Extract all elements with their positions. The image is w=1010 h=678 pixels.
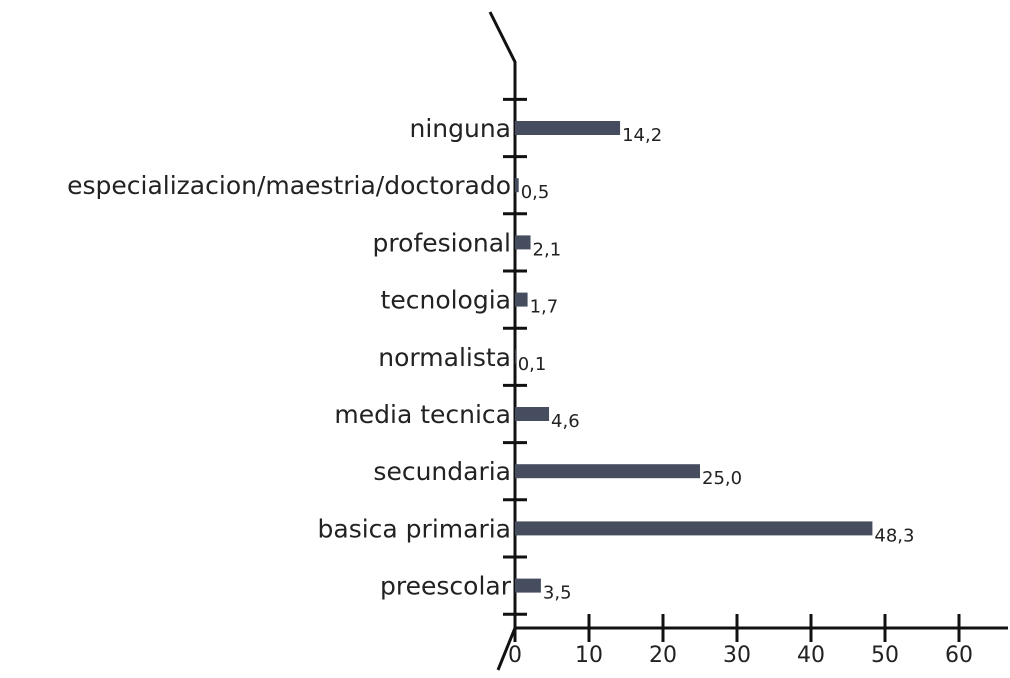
category-label: ninguna xyxy=(409,114,511,143)
value-label: 0,5 xyxy=(521,182,550,203)
x-tick-label: 60 xyxy=(945,643,973,668)
value-label: 48,3 xyxy=(874,525,914,546)
bar xyxy=(515,407,550,421)
y-axis-ticks xyxy=(503,97,527,616)
x-tick-label: 10 xyxy=(575,643,603,668)
bars xyxy=(515,121,873,593)
x-tick-label: 40 xyxy=(797,643,825,668)
bar xyxy=(515,521,873,536)
x-tick-label: 30 xyxy=(723,643,751,668)
value-label: 25,0 xyxy=(702,468,742,489)
y-axis-line xyxy=(488,11,517,671)
category-label: especializacion/maestria/doctorado xyxy=(67,171,511,200)
value-labels: 14,2 0,5 2,1 1,7 0,1 4,6 25,0 48,3 3,5 xyxy=(518,125,915,604)
x-tick-labels: 0 10 20 30 40 50 60 xyxy=(508,643,973,668)
value-label: 0,1 xyxy=(518,354,547,375)
bar xyxy=(515,178,519,193)
value-label: 3,5 xyxy=(543,583,572,604)
bar xyxy=(515,235,531,250)
value-label: 1,7 xyxy=(530,297,559,318)
bar xyxy=(515,121,621,135)
category-label: profesional xyxy=(373,228,511,257)
category-label: basica primaria xyxy=(318,514,511,543)
category-label: normalista xyxy=(378,343,511,372)
x-axis-ticks xyxy=(513,614,961,642)
value-label: 2,1 xyxy=(533,239,562,260)
bar xyxy=(515,292,528,307)
category-labels: ninguna especializacion/maestria/doctorad… xyxy=(67,114,512,601)
bar xyxy=(515,578,541,593)
category-label: secundaria xyxy=(373,457,511,486)
value-label: 4,6 xyxy=(551,411,580,432)
bar xyxy=(515,349,516,364)
x-tick-label: 50 xyxy=(871,643,899,668)
value-label: 14,2 xyxy=(622,125,662,146)
category-label: preescolar xyxy=(380,572,512,601)
x-tick-label: 20 xyxy=(649,643,677,668)
x-tick-label: 0 xyxy=(508,643,522,668)
category-label: tecnologia xyxy=(381,286,511,315)
category-label: media tecnica xyxy=(334,400,511,429)
bar xyxy=(515,464,700,479)
